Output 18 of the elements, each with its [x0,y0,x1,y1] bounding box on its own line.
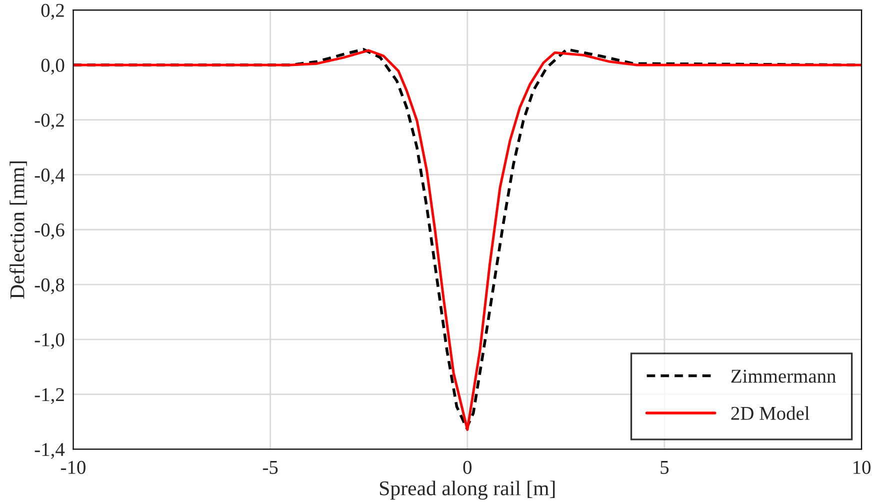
y-tick-label: -0,4 [34,168,65,184]
x-tick-label: 10 [854,460,871,474]
y-tick-label: -0,2 [34,114,64,130]
y-tick-label: -1,2 [34,388,64,404]
x-tick-label: -10 [61,460,86,474]
x-axis-title: Spread along rail [m] [380,480,555,500]
y-tick-label: 0,2 [41,4,64,20]
y-tick-label: -0,6 [34,223,64,240]
legend-label: 2D Model [731,406,810,420]
y-tick-label: -0,8 [34,278,64,294]
y-tick-label: -1,0 [34,333,64,350]
x-tick-label: 0 [463,460,472,474]
y-axis-title: Deflection [mm] [9,161,27,299]
legend-label: Zimmermann [731,370,836,383]
y-tick-label: -1,4 [34,443,65,459]
x-tick-label: -5 [262,461,278,474]
y-tick-label: 0,0 [41,58,64,75]
x-tick-label: 5 [660,461,669,474]
